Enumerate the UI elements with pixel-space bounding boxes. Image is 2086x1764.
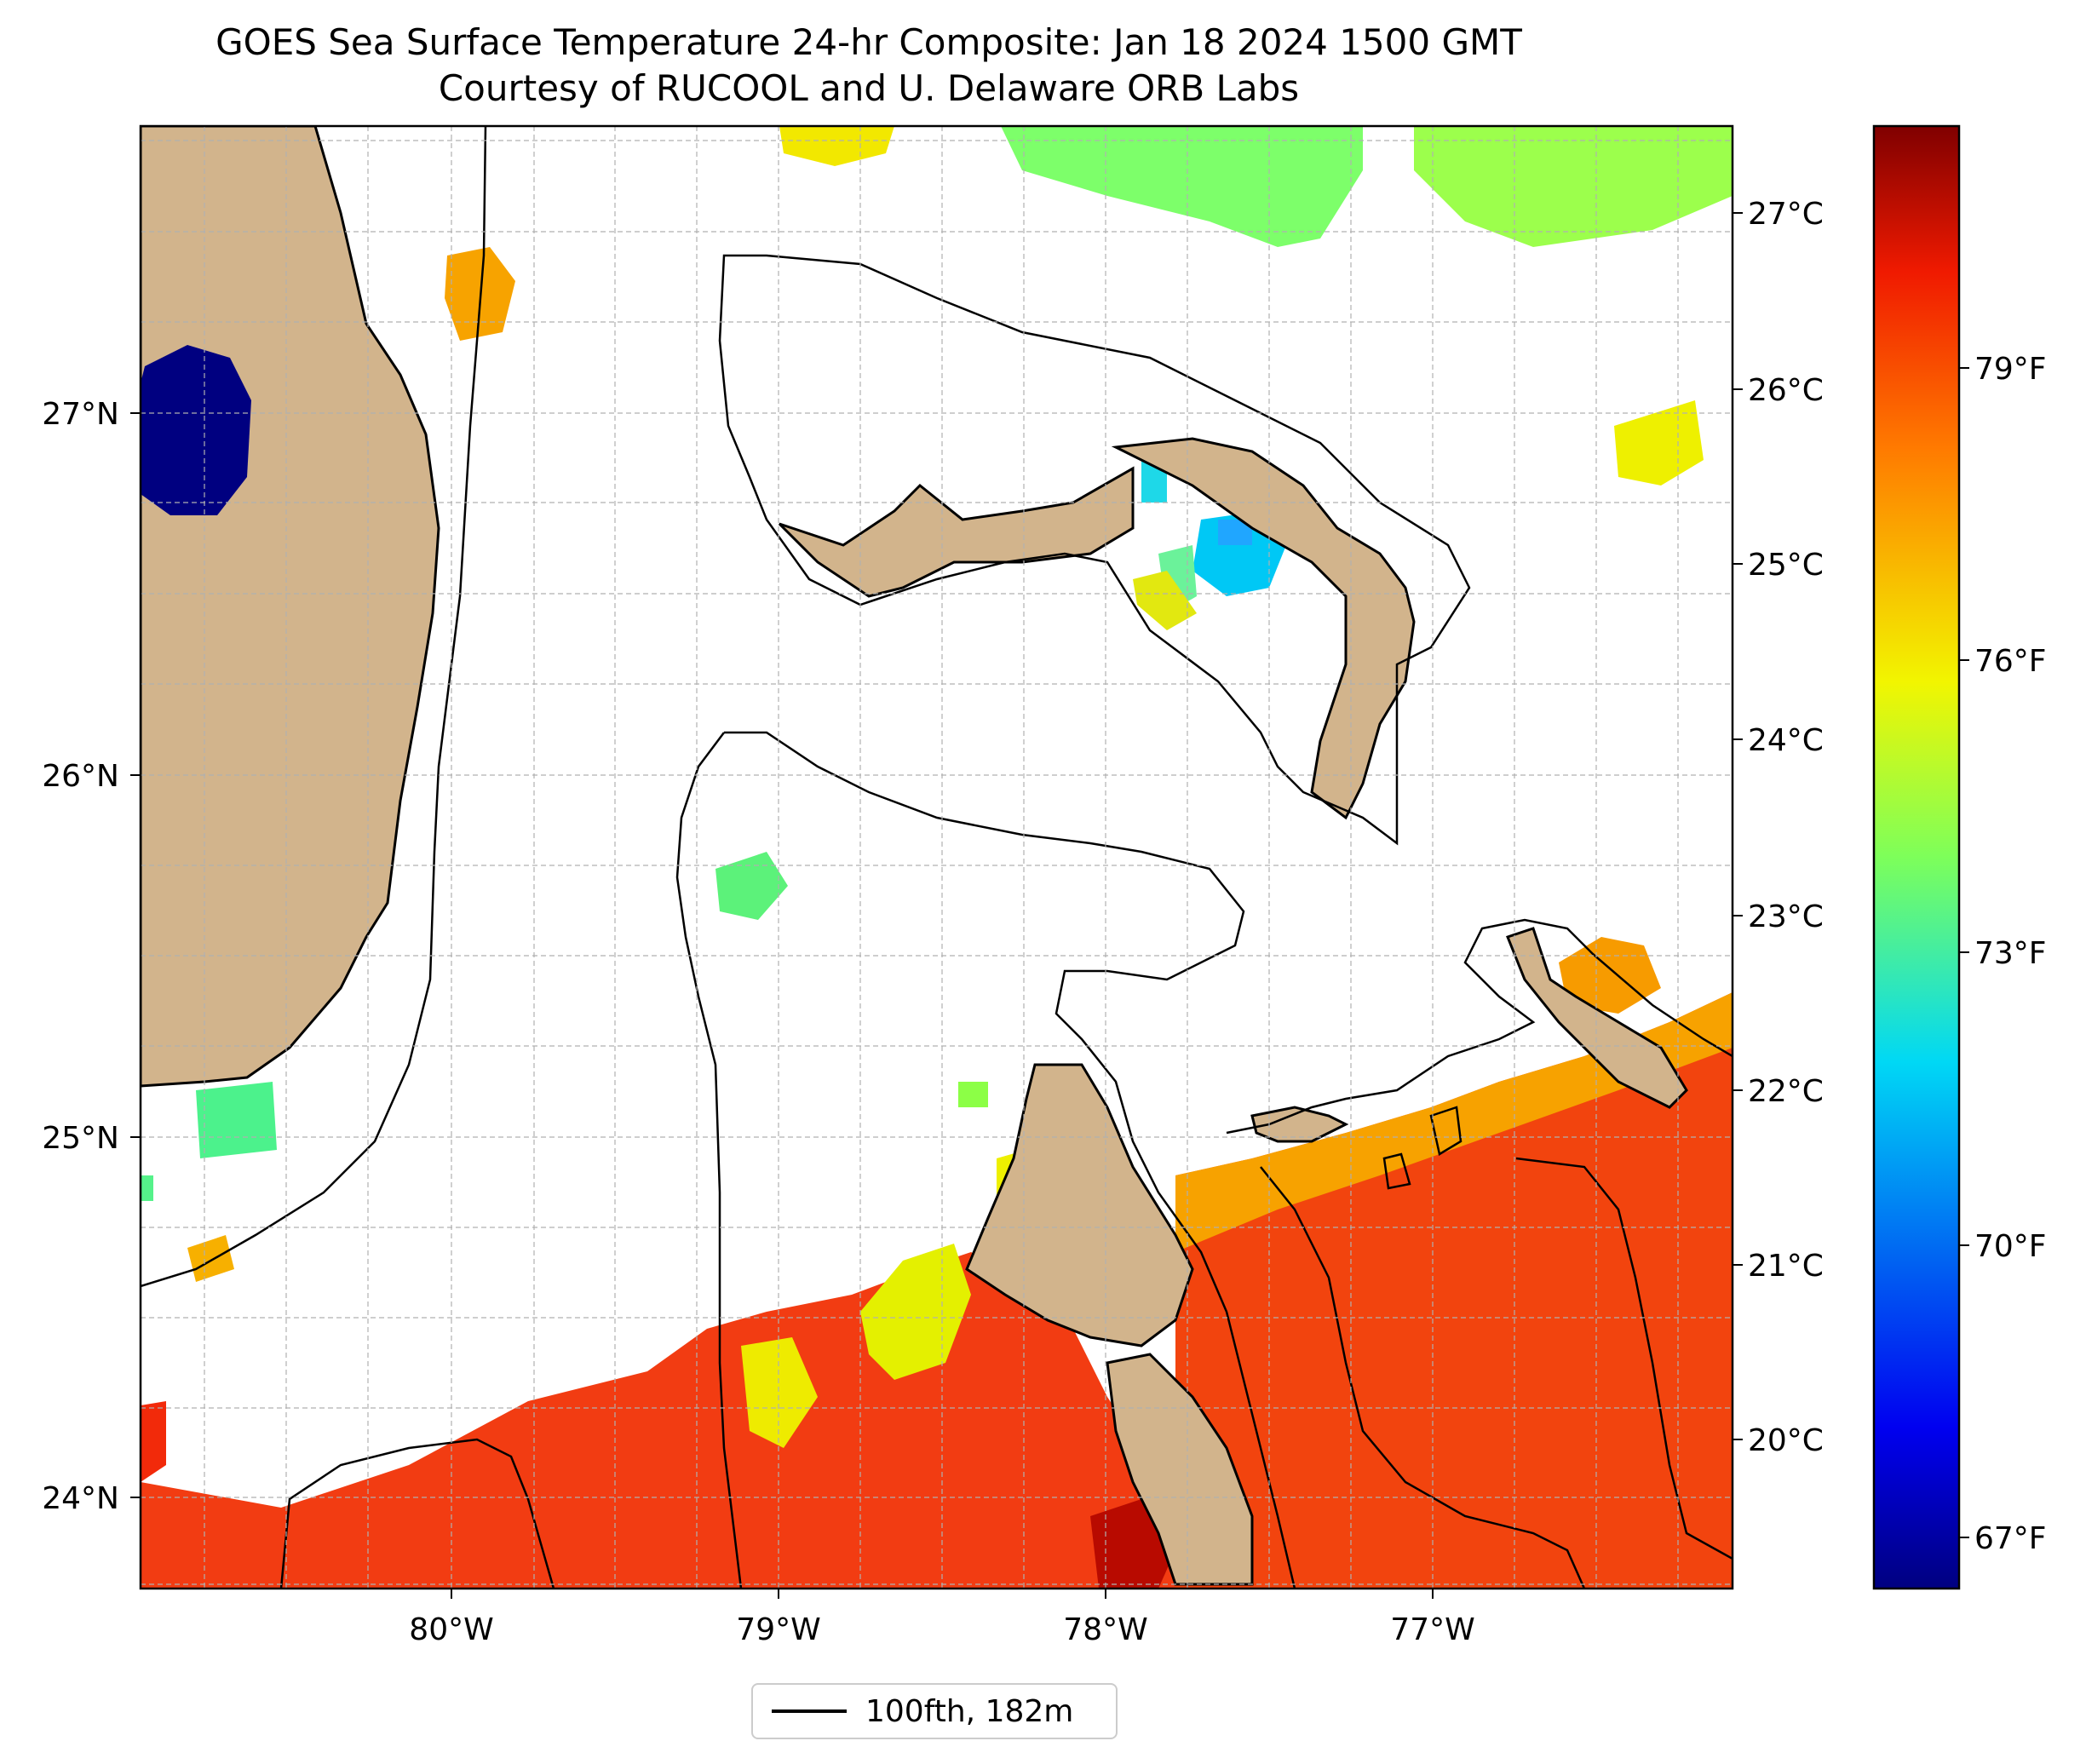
map-legend: 100fth, 182m — [751, 1683, 1118, 1739]
contour-tongue-of-ocean — [1226, 918, 1733, 1135]
celsius-label-21: 21°C — [1748, 1249, 1824, 1284]
bathymetry-contours — [141, 126, 1733, 1589]
sst-yellow-south — [860, 1244, 971, 1380]
fahrenheit-label-73: 73°F — [1974, 936, 2047, 971]
sst-red-sw — [141, 1401, 166, 1482]
fahrenheit-label-76: 76°F — [1974, 644, 2047, 679]
celsius-label-20: 20°C — [1748, 1423, 1824, 1458]
sst-green-edge — [141, 1175, 153, 1201]
contour-great-bahama-bank-west — [724, 731, 1296, 1589]
grand-bahama — [778, 466, 1135, 598]
land-layer — [141, 126, 1688, 1586]
legend-line-swatch — [772, 1709, 847, 1713]
celsius-label-24: 24°C — [1748, 723, 1824, 758]
celsius-label-27: 27°C — [1748, 197, 1824, 232]
colorbar-ticks — [1959, 367, 1969, 1538]
sst-yellow-south2 — [741, 1337, 818, 1448]
lon-label-77: 77°W — [1390, 1612, 1474, 1647]
axis-ticks — [130, 212, 1743, 1599]
celsius-label-25: 25°C — [1748, 548, 1824, 583]
contour-little-bahama-bank — [718, 254, 1471, 846]
lat-label-24: 24°N — [42, 1481, 119, 1516]
new-providence — [1506, 927, 1688, 1109]
lat-label-25: 25°N — [42, 1121, 119, 1156]
celsius-label-26: 26°C — [1748, 373, 1824, 408]
fahrenheit-label-70: 70°F — [1974, 1229, 2047, 1264]
map-title-line2: Courtesy of RUCOOL and U. Delaware ORB L… — [438, 67, 1300, 109]
contour-tongue-inner — [1260, 1166, 1586, 1589]
fahrenheit-label-79: 79°F — [1974, 352, 2047, 387]
map-frame — [139, 124, 1734, 1590]
contour-cay-sal — [279, 1438, 555, 1589]
lat-label-26: 26°N — [42, 759, 119, 794]
sst-green-north — [1001, 126, 1363, 247]
lon-label-78: 78°W — [1063, 1612, 1147, 1647]
sst-green-north2 — [1414, 126, 1733, 247]
celsius-label-22: 22°C — [1748, 1074, 1824, 1109]
legend-label: 100fth, 182m — [865, 1693, 1074, 1729]
sst-yellow-ne — [1614, 400, 1704, 486]
lake-okeechobee — [141, 345, 251, 515]
lat-label-27: 27°N — [42, 397, 119, 432]
lon-label-79: 79°W — [736, 1612, 820, 1647]
contour-small-ring2 — [1382, 1152, 1411, 1190]
sst-yellow-bahamas — [1133, 571, 1197, 630]
contour-east-channel — [675, 732, 743, 1589]
contour-tongue-east — [1515, 1157, 1733, 1560]
sst-yellow-north — [779, 126, 894, 166]
map-title-line1: GOES Sea Surface Temperature 24-hr Compo… — [215, 21, 1522, 63]
celsius-label-23: 23°C — [1748, 899, 1824, 934]
sst-blue-spot — [1218, 520, 1252, 545]
eleuthera-island — [1250, 1106, 1349, 1143]
colorbar — [1872, 124, 1961, 1590]
fahrenheit-label-67: 67°F — [1974, 1521, 2047, 1556]
sst-green-florida-keys — [196, 1082, 277, 1158]
contour-florida-strait — [141, 126, 487, 1288]
sst-green-small — [958, 1082, 988, 1107]
contour-small-ring — [1429, 1106, 1462, 1156]
sst-green-mid — [715, 852, 788, 920]
sst-orange-keys — [187, 1235, 234, 1282]
lat-lon-grid — [141, 126, 1733, 1589]
lon-label-80: 80°W — [409, 1612, 493, 1647]
abaco — [1111, 437, 1416, 820]
